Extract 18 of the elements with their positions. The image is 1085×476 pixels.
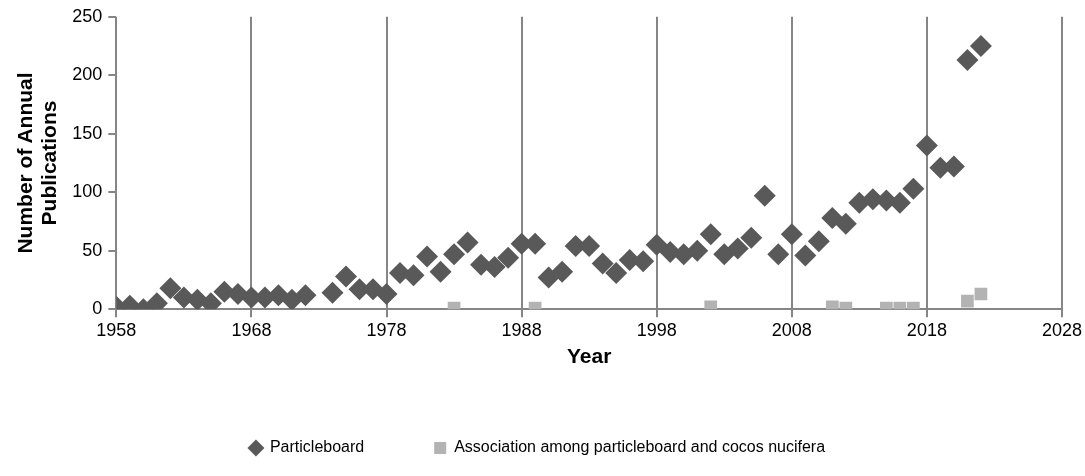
x-tick-label: 1968 — [231, 319, 272, 340]
x-tick-label: 1998 — [636, 319, 677, 340]
x-tick-label: 2028 — [1041, 319, 1082, 340]
x-tick-label: 1958 — [96, 319, 137, 340]
y-axis-title: Number of Annual Publications — [12, 72, 61, 254]
y-tick-label: 200 — [72, 64, 103, 85]
y-tick-label: 50 — [82, 239, 103, 260]
y-tick-label: 0 — [92, 298, 103, 319]
x-axis-title: Year — [566, 344, 612, 368]
x-tick-label: 2008 — [771, 319, 812, 340]
y-tick-label: 100 — [72, 181, 103, 202]
legend-label: Association among particleboard and cocos nucifera — [454, 438, 826, 456]
y-tick-label: 150 — [72, 122, 103, 143]
x-tick-label: 2018 — [906, 319, 947, 340]
x-tick-label: 1988 — [501, 319, 542, 340]
x-tick-label: 1978 — [366, 319, 407, 340]
y-tick-label: 250 — [72, 5, 103, 26]
legend-label: Particleboard — [269, 438, 365, 456]
